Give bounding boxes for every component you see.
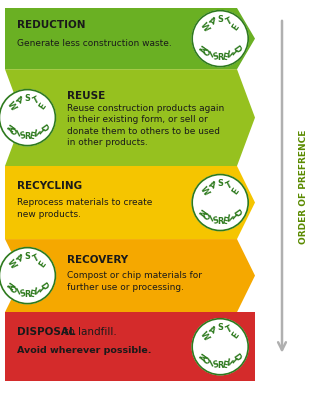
Text: S: S [212, 360, 220, 370]
Text: I: I [15, 288, 22, 297]
Text: RECYCLING: RECYCLING [17, 181, 82, 191]
Text: V: V [31, 129, 41, 140]
Text: S: S [19, 289, 27, 299]
Text: E: E [28, 131, 36, 141]
Text: S: S [24, 94, 30, 103]
Text: T: T [224, 17, 234, 27]
Text: S: S [19, 131, 27, 141]
Text: T: T [32, 95, 41, 106]
Text: N: N [199, 44, 210, 55]
Text: A: A [206, 180, 216, 191]
Text: E: E [231, 331, 241, 341]
Text: I: I [36, 286, 44, 294]
Text: D: D [230, 44, 241, 55]
Text: O: O [9, 126, 20, 137]
Circle shape [192, 175, 248, 231]
Text: Reprocess materials to create
new products.: Reprocess materials to create new produc… [17, 198, 152, 219]
Text: E: E [221, 52, 228, 62]
Text: S: S [217, 15, 223, 24]
Text: W: W [5, 100, 18, 113]
Text: REUSE: REUSE [67, 91, 105, 101]
Text: R: R [217, 361, 223, 370]
Text: ORDER OF PREFRENCE: ORDER OF PREFRENCE [299, 129, 308, 244]
Text: W: W [198, 186, 211, 198]
Text: D: D [37, 281, 49, 292]
Text: E: E [38, 260, 48, 269]
Text: Avoid wherever possible.: Avoid wherever possible. [17, 346, 151, 355]
Text: A: A [206, 325, 216, 335]
Text: I: I [229, 212, 237, 221]
Text: V: V [224, 358, 234, 369]
Text: O: O [9, 284, 20, 295]
Text: R: R [217, 217, 223, 226]
Text: E: E [221, 360, 228, 370]
Text: W: W [198, 22, 211, 34]
Circle shape [192, 11, 248, 67]
Text: to landfill.: to landfill. [61, 327, 117, 337]
Text: DISPOSAL: DISPOSAL [17, 327, 76, 337]
Text: S: S [217, 179, 223, 188]
Text: I: I [229, 356, 237, 365]
Text: Generate less construction waste.: Generate less construction waste. [17, 39, 172, 48]
Text: N: N [6, 281, 17, 292]
Text: R: R [24, 132, 30, 141]
Text: O: O [202, 47, 213, 59]
Text: T: T [32, 254, 41, 264]
Text: N: N [199, 208, 210, 219]
Polygon shape [5, 69, 255, 166]
Text: RECOVERY: RECOVERY [67, 254, 128, 264]
Text: V: V [224, 50, 234, 61]
Text: W: W [5, 259, 18, 271]
Text: I: I [15, 130, 22, 139]
Circle shape [0, 90, 55, 146]
Text: REDUCTION: REDUCTION [17, 20, 85, 30]
Text: D: D [230, 352, 241, 363]
Text: I: I [229, 49, 237, 57]
Text: V: V [31, 287, 41, 298]
Text: N: N [199, 352, 210, 363]
Text: O: O [202, 355, 213, 366]
Text: D: D [230, 208, 241, 219]
Text: O: O [202, 211, 213, 222]
Text: I: I [208, 215, 215, 224]
Text: S: S [212, 216, 220, 226]
Text: S: S [24, 252, 30, 261]
Text: V: V [224, 214, 234, 225]
Polygon shape [5, 312, 255, 381]
Text: T: T [224, 181, 234, 191]
Text: S: S [217, 323, 223, 332]
Text: Compost or chip materials for
further use or processing.: Compost or chip materials for further us… [67, 271, 202, 292]
Text: N: N [6, 123, 17, 134]
Text: S: S [212, 52, 220, 62]
Text: E: E [28, 289, 36, 299]
Text: A: A [206, 16, 216, 27]
Circle shape [192, 319, 248, 375]
Text: A: A [14, 253, 23, 264]
Text: E: E [231, 23, 241, 32]
Text: I: I [36, 127, 44, 136]
Text: W: W [198, 330, 211, 342]
Polygon shape [5, 166, 255, 239]
Text: E: E [221, 216, 228, 226]
Text: I: I [208, 359, 215, 368]
Text: I: I [208, 51, 215, 60]
Text: T: T [224, 325, 234, 335]
Text: D: D [37, 123, 49, 134]
Circle shape [0, 248, 55, 304]
Text: R: R [217, 53, 223, 62]
Text: A: A [14, 95, 23, 106]
Text: Reuse construction products again
in their existing form, or sell or
donate them: Reuse construction products again in the… [67, 104, 224, 147]
Text: E: E [231, 187, 241, 196]
Text: E: E [38, 102, 48, 112]
Text: R: R [24, 290, 30, 299]
Polygon shape [5, 8, 255, 69]
Polygon shape [5, 239, 255, 312]
